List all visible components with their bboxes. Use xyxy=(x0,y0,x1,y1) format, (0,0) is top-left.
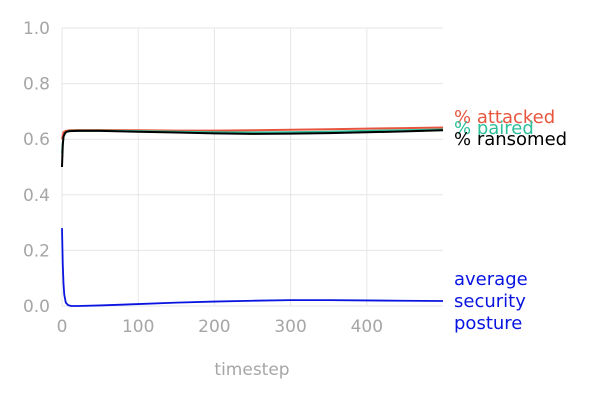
y-tick-label: 0.8 xyxy=(23,75,50,95)
tick-labels: 0.0 0.2 0.4 0.6 0.8 1.0 0 100 200 300 400 xyxy=(23,19,383,337)
y-tick-label: 0.6 xyxy=(23,130,50,150)
x-tick-label: 400 xyxy=(351,317,383,337)
series-line-ransomed xyxy=(61,129,444,168)
series-label-paired: % paired xyxy=(454,118,534,139)
series-label-average-security-posture: average xyxy=(454,269,528,290)
series-label-attacked: % attacked xyxy=(454,107,555,128)
series-line-average-security-posture xyxy=(61,228,444,307)
series-label-ransomed: % ransomed xyxy=(454,129,567,150)
x-tick-label: 300 xyxy=(274,317,306,337)
y-tick-label: 0.2 xyxy=(23,241,50,261)
grid xyxy=(61,27,443,307)
series-label-average-security-posture: posture xyxy=(454,313,522,334)
x-tick-label: 200 xyxy=(198,317,230,337)
x-axis-title: timestep xyxy=(214,360,289,380)
x-tick-label: 100 xyxy=(122,317,154,337)
x-tick-label: 0 xyxy=(57,317,68,337)
series-lines xyxy=(61,126,444,307)
series-labels: % attacked% paired% ransomed averagesecur… xyxy=(454,107,567,334)
series-label-average-security-posture: security xyxy=(454,291,526,312)
y-tick-label: 1.0 xyxy=(23,19,50,39)
y-tick-label: 0.4 xyxy=(23,186,50,206)
y-tick-label: 0.0 xyxy=(23,297,50,317)
